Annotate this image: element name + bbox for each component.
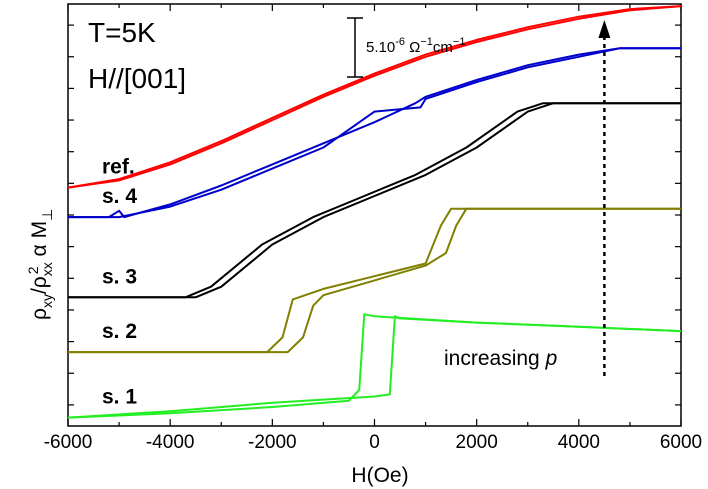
scale-bar-label: 5.10-6 Ω−1cm−1 <box>366 36 465 56</box>
condition-label-field-direction: H//[001] <box>88 63 186 94</box>
increasing-p-arrowhead <box>598 20 611 38</box>
increasing-p-label: increasing p <box>444 347 557 370</box>
series-label: s. 4 <box>102 185 137 208</box>
x-tick-label: 2000 <box>456 432 498 453</box>
y-axis-title: ρxy/ρxx2αM⊥ <box>25 209 55 320</box>
series-label: s. 2 <box>102 320 137 343</box>
labels-group: ref. s. 4 s. 3 s. 2 s. 1 <box>102 156 137 409</box>
condition-label-temperature: T=5K <box>88 17 156 48</box>
x-axis-title: H(Oe) <box>351 464 408 487</box>
series-label: s. 3 <box>102 265 137 288</box>
series-line-4-down <box>67 315 682 419</box>
series-line-3-up <box>68 207 681 354</box>
x-tick-label: -2000 <box>248 432 297 453</box>
x-tick-label: 6000 <box>660 432 702 453</box>
scale-bar: 5.10-6 Ω−1cm−1 <box>347 17 465 78</box>
x-tick-label: 4000 <box>558 432 600 453</box>
x-tick-label: 0 <box>369 432 380 453</box>
series-group <box>67 5 682 419</box>
series-line-0-down <box>67 5 682 189</box>
x-tick-label: -6000 <box>44 432 93 453</box>
series-line-4-up <box>67 313 682 419</box>
series-line-3-down <box>68 207 681 354</box>
series-line-2-down <box>68 102 681 299</box>
axes: -6000 -4000 -2000 0 2000 4000 6000 <box>44 3 702 453</box>
series-line-0-up <box>67 5 682 189</box>
x-tick-label: -4000 <box>146 432 195 453</box>
series-line-2-up <box>68 102 681 299</box>
series-line-1-up <box>68 47 681 219</box>
series-label: ref. <box>102 156 135 179</box>
series-line-1-down <box>68 47 681 219</box>
series-label: s. 1 <box>102 386 137 409</box>
